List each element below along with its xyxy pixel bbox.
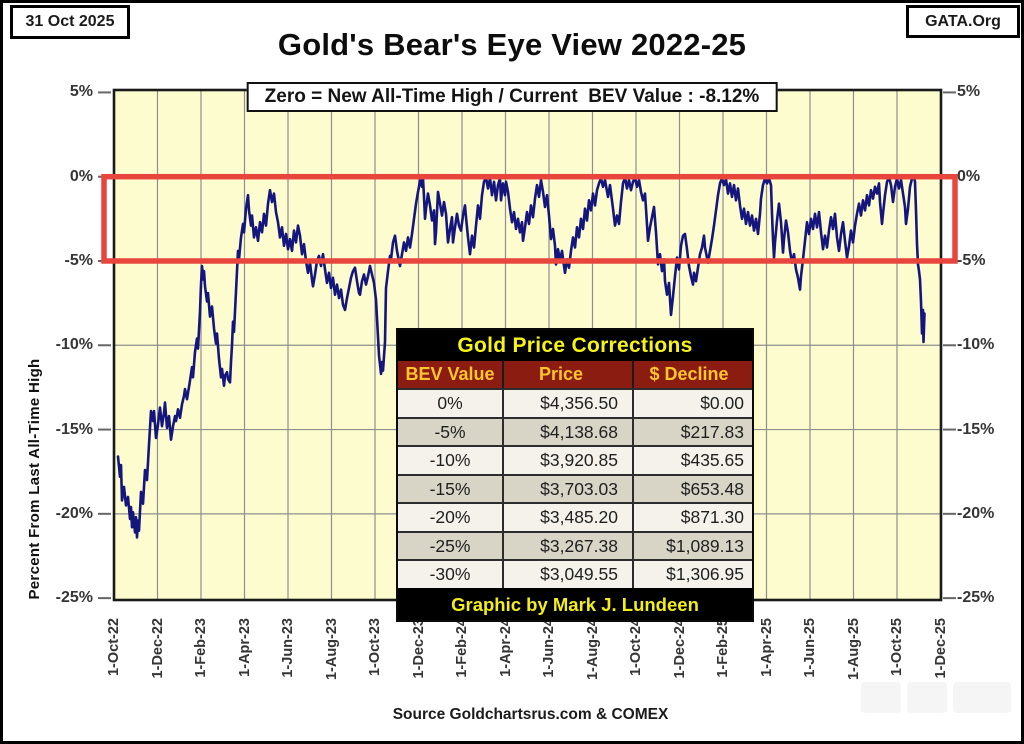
table-row: -20% $3,485.20 $871.30: [398, 502, 752, 531]
y-tick-label: -15%: [957, 420, 995, 438]
y-tick-label: -5%: [64, 251, 93, 269]
gata-org-box: GATA.Org: [906, 5, 1020, 38]
table-cell: $1,306.95: [666, 564, 744, 584]
x-tick-label: 1-Aug-23: [323, 618, 340, 681]
date-box: 31 Oct 2025: [10, 5, 130, 39]
table-cell: -30%: [398, 561, 504, 588]
x-tick-label: 1-Jun-23: [280, 618, 296, 678]
watermark: [953, 682, 1011, 713]
table-footer: Graphic by Mark J. Lundeen: [398, 587, 752, 620]
table-row: -5% $4,138.68 $217.83: [398, 416, 752, 445]
chart-title: Gold's Bear's Eye View 2022-25: [277, 27, 747, 62]
table-cell: -25%: [398, 532, 504, 559]
x-tick-label: 1-Dec-22: [149, 618, 166, 679]
table-cell: $3,049.55: [504, 561, 634, 588]
y-tick-label: -20%: [957, 504, 995, 522]
table-cell: -20%: [398, 504, 504, 531]
table-header-row: BEV Value Price $ Decline: [398, 361, 752, 388]
y-tick-label: -25%: [957, 589, 995, 607]
x-tick-label: 1-Jun-24: [541, 618, 557, 678]
zero-to-minus5-band: [101, 173, 958, 264]
x-tick-label: 1-Aug-24: [584, 618, 601, 681]
source-caption: Source Goldchartsrus.com & COMEX: [392, 706, 669, 723]
table-cell: $4,138.68: [504, 418, 634, 445]
table-cell: $1,089.13: [666, 535, 744, 556]
table-cell: -5%: [398, 418, 504, 445]
x-tick-label: 1-Jun-25: [802, 618, 818, 678]
x-tick-label: 1-Oct-25: [889, 618, 905, 677]
y-tick-label: -25%: [55, 589, 93, 607]
x-tick-label: 1-Dec-23: [410, 618, 427, 679]
table-column-header: Price: [504, 361, 634, 388]
subtitle-note: Zero = New All-Time High / Current BEV V…: [246, 82, 778, 112]
table-cell: $871.30: [680, 507, 744, 527]
x-tick-label: 1-Oct-22: [106, 618, 122, 677]
table-cell: $3,485.20: [504, 504, 634, 531]
table-cell: 0%: [398, 390, 504, 417]
watermark: [861, 682, 901, 713]
table-cell: $3,267.38: [504, 532, 634, 559]
table-cell: $0.00: [700, 393, 744, 413]
table-column-header: $ Decline: [649, 364, 729, 384]
watermark: [907, 682, 947, 713]
table-row: -30% $3,049.55 $1,306.95: [398, 559, 752, 588]
corrections-table: Gold Price Corrections BEV Value Price $ D…: [396, 328, 754, 622]
table-cell: $653.48: [680, 478, 744, 499]
x-tick-label: 1-Aug-25: [845, 618, 862, 681]
x-tick-label: 1-Apr-25: [758, 618, 775, 677]
x-tick-label: 1-Apr-24: [497, 618, 514, 677]
x-tick-label: 1-Apr-23: [236, 618, 253, 677]
y-tick-label: -10%: [957, 336, 995, 354]
x-tick-label: 1-Feb-25: [715, 618, 731, 678]
table-cell: -15%: [398, 475, 504, 502]
y-tick-label: -20%: [55, 504, 93, 522]
y-tick-label: 0%: [957, 167, 981, 185]
x-tick-label: 1-Feb-24: [454, 618, 470, 678]
table-title: Gold Price Corrections: [398, 330, 752, 361]
corrections-table-body: 0% $4,356.50 $0.00 -5% $4,138.68 $217.83 -10% $…: [398, 388, 752, 588]
table-cell: $435.65: [680, 450, 744, 470]
date-label: 31 Oct 2025: [25, 13, 115, 30]
table-row: -15% $3,703.03 $653.48: [398, 473, 752, 502]
x-tick-label: 1-Feb-23: [193, 618, 209, 678]
y-tick-label: 5%: [69, 83, 93, 101]
table-row: -10% $3,920.85 $435.65: [398, 445, 752, 474]
y-tick-label: 5%: [957, 83, 981, 101]
table-row: 0% $4,356.50 $0.00: [398, 388, 752, 417]
x-tick-label: 1-Oct-23: [367, 618, 383, 677]
table-cell: $3,703.03: [504, 475, 634, 502]
table-cell: $217.83: [680, 421, 744, 442]
x-tick-label: 1-Oct-24: [628, 618, 644, 677]
table-cell: -10%: [398, 447, 504, 474]
x-tick-label: 1-Dec-24: [671, 618, 688, 679]
table-column-header: BEV Value: [398, 361, 504, 388]
y-tick-label: -5%: [957, 251, 986, 269]
gata-org-label: GATA.Org: [925, 12, 1001, 30]
table-row: -25% $3,267.38 $1,089.13: [398, 530, 752, 559]
x-tick-label: 1-Dec-25: [932, 618, 949, 679]
y-tick-label: 0%: [69, 167, 93, 185]
y-tick-label: -10%: [55, 336, 93, 354]
table-cell: $3,920.85: [504, 447, 634, 474]
y-tick-label: -15%: [55, 420, 93, 438]
table-cell: $4,356.50: [504, 390, 634, 417]
